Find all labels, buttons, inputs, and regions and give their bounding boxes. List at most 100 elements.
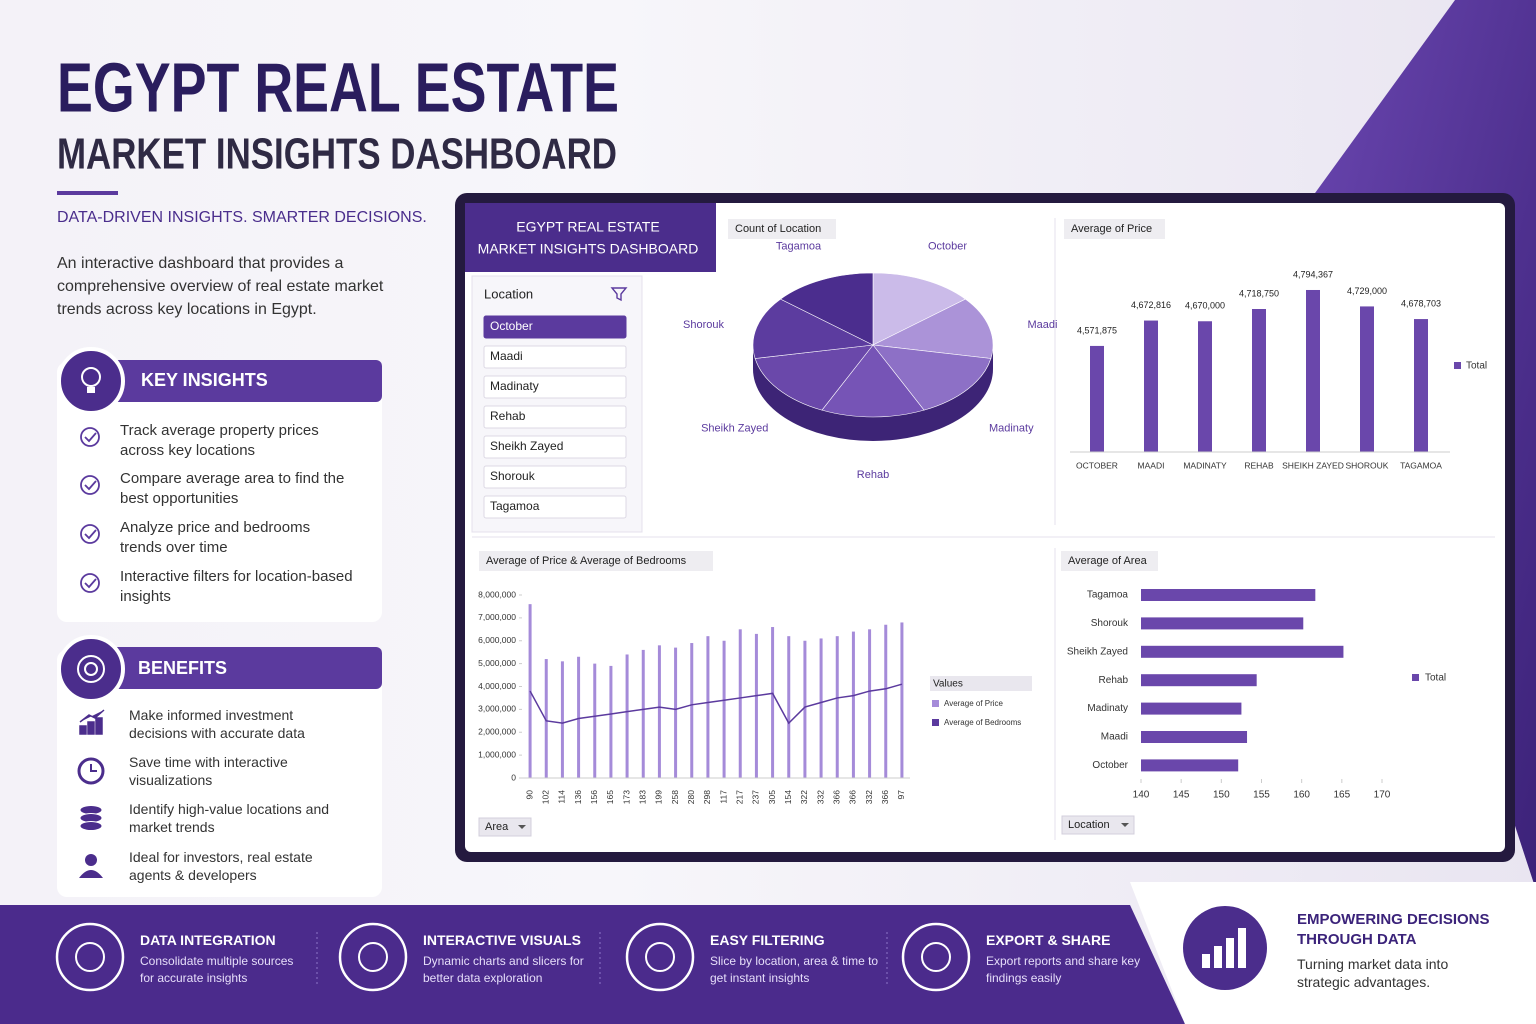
filter-icon[interactable] [610,287,628,302]
pie-label: Maadi [1028,319,1058,331]
slicer-item-label[interactable]: Sheikh Zayed [490,439,563,453]
feature-title: EXPORT & SHARE [986,932,1111,948]
page-title: EGYPT REAL ESTATE [57,48,619,126]
chart-title: Average of Price [1071,223,1152,235]
price-bar [754,633,758,778]
slicer-item-label[interactable]: Madinaty [490,379,539,393]
y-tick-label: Sheikh Zayed [1067,646,1128,657]
chart-title: Average of Price & Average of Bedrooms [486,555,687,567]
y-tick-label: Shorouk [1091,618,1129,629]
benefit-item: Ideal for investors, real estate agents … [129,849,313,884]
price-bar [674,647,678,778]
y-tick-label: 2,000,000 [478,727,516,737]
chart-title: Count of Location [735,223,821,235]
legend-label: Average of Bedrooms [944,718,1021,727]
feature-icon-dot [75,942,105,972]
x-tick-label: 165 [1333,790,1350,801]
field-button[interactable] [1061,815,1135,835]
x-tick-label: 332 [864,790,874,804]
x-tick-label: 114 [557,790,567,804]
icon [84,662,98,676]
legend-swatch [1454,362,1461,369]
check-icon [84,578,97,589]
legend-label: Total [1466,361,1487,372]
slicer-item-label[interactable]: October [490,319,533,333]
pie-slice [872,344,992,411]
x-tick-label: 280 [686,790,696,804]
y-tick-label: Rehab [1099,675,1129,686]
value-label: 4,571,875 [1077,325,1117,335]
chart-title-box [1064,219,1165,239]
slicer-item[interactable] [483,495,627,519]
chart-title-box [728,219,836,239]
slicer-item[interactable] [483,345,627,369]
pie-label: Madinaty [989,422,1034,434]
tagline: DATA-DRIVEN INSIGHTS. SMARTER DECISIONS. [57,209,427,226]
price-bar [690,643,694,778]
slicer-item[interactable] [483,375,627,399]
benefit-icon [79,709,105,735]
pie-slice [754,344,874,411]
callout-text: Turning market data into strategic advan… [1297,956,1449,991]
icon [77,655,105,683]
y-tick-label: Maadi [1101,732,1128,743]
feature-icon [625,922,695,992]
card-header [80,647,382,689]
x-tick-label: 173 [621,790,631,804]
footer-band [0,905,1185,1024]
slicer-item-label[interactable]: Maadi [490,349,523,363]
benefit-icon [77,757,105,785]
slicer [471,275,643,533]
callout-icon [1183,906,1267,990]
y-tick-label: 8,000,000 [478,589,516,599]
bar [1090,345,1104,452]
icon [81,367,101,387]
pie-label: Sheikh Zayed [701,422,768,434]
x-tick-label: SHEIKH ZAYED [1282,460,1344,470]
slicer-item-label[interactable]: Rehab [490,409,526,423]
price-bar [706,636,710,778]
slicer-item-label[interactable]: Shorouk [490,469,536,483]
field-button[interactable] [478,817,532,837]
y-tick-label: 1,000,000 [478,749,516,759]
pie-slice [871,298,994,359]
card-header [80,360,382,402]
pie-label: Tagamoa [776,240,822,252]
field-button-label[interactable]: Area [485,821,509,833]
feature-icon [901,922,971,992]
bar [1141,702,1242,715]
x-tick-label: SHOROUK [1346,460,1389,470]
legend-swatch [932,719,939,726]
x-tick-label: 140 [1133,790,1150,801]
price-bar [657,645,661,778]
benefit-item: Identify high-value locations and market… [129,801,330,836]
slicer-item[interactable] [483,435,627,459]
value-label: 4,678,703 [1401,298,1441,308]
feature-icon-dot [358,942,388,972]
slicer-item[interactable] [483,465,627,489]
pie-label: October [928,240,967,252]
check-icon [80,524,100,544]
value-label: 4,729,000 [1347,286,1387,296]
price-bar [884,624,888,778]
slicer-item-label[interactable]: Tagamoa [490,499,540,513]
card [57,650,382,897]
dashboard-header [465,203,716,272]
slicer-item[interactable] [483,405,627,429]
bar [1141,617,1304,630]
feature-icon [55,922,125,992]
legend-label: Total [1425,673,1446,684]
value-label: 4,672,816 [1131,300,1171,310]
field-button-label[interactable]: Location [1068,819,1110,831]
feature-text: Consolidate multiple sources for accurat… [140,954,294,986]
check-icon [84,480,97,491]
bedrooms-line [529,683,903,725]
y-tick-label: October [1092,760,1128,771]
callout-title: EMPOWERING DECISIONS THROUGH DATA [1297,911,1490,948]
legend-box [930,676,1032,691]
x-tick-label: 160 [1293,790,1310,801]
benefit-icon [90,764,97,772]
slicer-item[interactable] [483,315,627,339]
bar [1414,319,1428,452]
insight-item: Track average property prices across key… [120,422,319,459]
